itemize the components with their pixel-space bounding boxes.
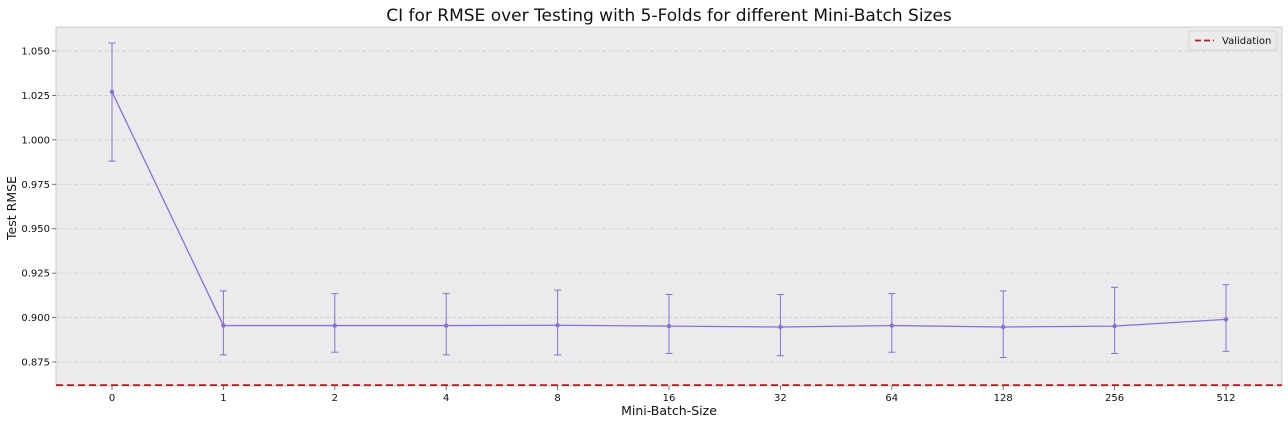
y-tick-label: 0.950 — [21, 224, 50, 235]
data-point — [555, 323, 560, 328]
x-tick-label: 16 — [663, 393, 676, 404]
data-point — [1112, 323, 1117, 329]
x-tick-label: 32 — [774, 393, 787, 404]
data-point — [444, 323, 449, 328]
x-tick-label: 128 — [994, 393, 1013, 404]
data-point — [778, 324, 783, 330]
y-tick-label: 1.050 — [21, 46, 50, 57]
legend-box — [1188, 30, 1278, 51]
legend-label-validation: Validation — [1222, 36, 1271, 47]
y-tick-label: 0.925 — [21, 269, 50, 280]
y-axis-label: Test RMSE — [4, 176, 19, 241]
data-series — [56, 42, 1282, 387]
y-tick-label: 1.000 — [21, 135, 50, 146]
x-tick-label: 1 — [220, 393, 226, 404]
data-point — [332, 323, 337, 328]
y-tick-label: 0.900 — [21, 313, 50, 324]
legend: Validation — [1188, 30, 1278, 51]
data-point — [221, 323, 226, 328]
x-tick-label: 2 — [332, 393, 338, 404]
x-tick-label: 0 — [109, 393, 115, 404]
y-tick-label: 0.875 — [21, 358, 50, 369]
y-tick-label: 0.975 — [21, 180, 50, 191]
x-tick-label: 512 — [1216, 393, 1235, 404]
grid — [56, 50, 1282, 363]
data-point — [889, 323, 894, 328]
x-tick-label: 256 — [1105, 393, 1124, 404]
x-tick-label: 64 — [885, 393, 898, 404]
data-point — [666, 323, 672, 329]
y-axis: 0.875 0.900 0.925 0.950 0.975 1.000 1.025 1.050 — [21, 46, 56, 369]
data-point — [1001, 324, 1006, 330]
x-tick-label: 8 — [554, 393, 560, 404]
x-axis-label: Mini-Batch-Size — [621, 403, 717, 418]
y-tick-label: 1.025 — [21, 91, 50, 102]
x-axis: 0 1 2 4 8 16 32 64 128 256 512 — [109, 386, 1236, 404]
data-point — [1223, 317, 1229, 322]
chart-title: CI for RMSE over Testing with 5-Folds fo… — [386, 6, 952, 26]
x-tick-label: 4 — [443, 393, 449, 404]
data-point — [109, 89, 115, 95]
